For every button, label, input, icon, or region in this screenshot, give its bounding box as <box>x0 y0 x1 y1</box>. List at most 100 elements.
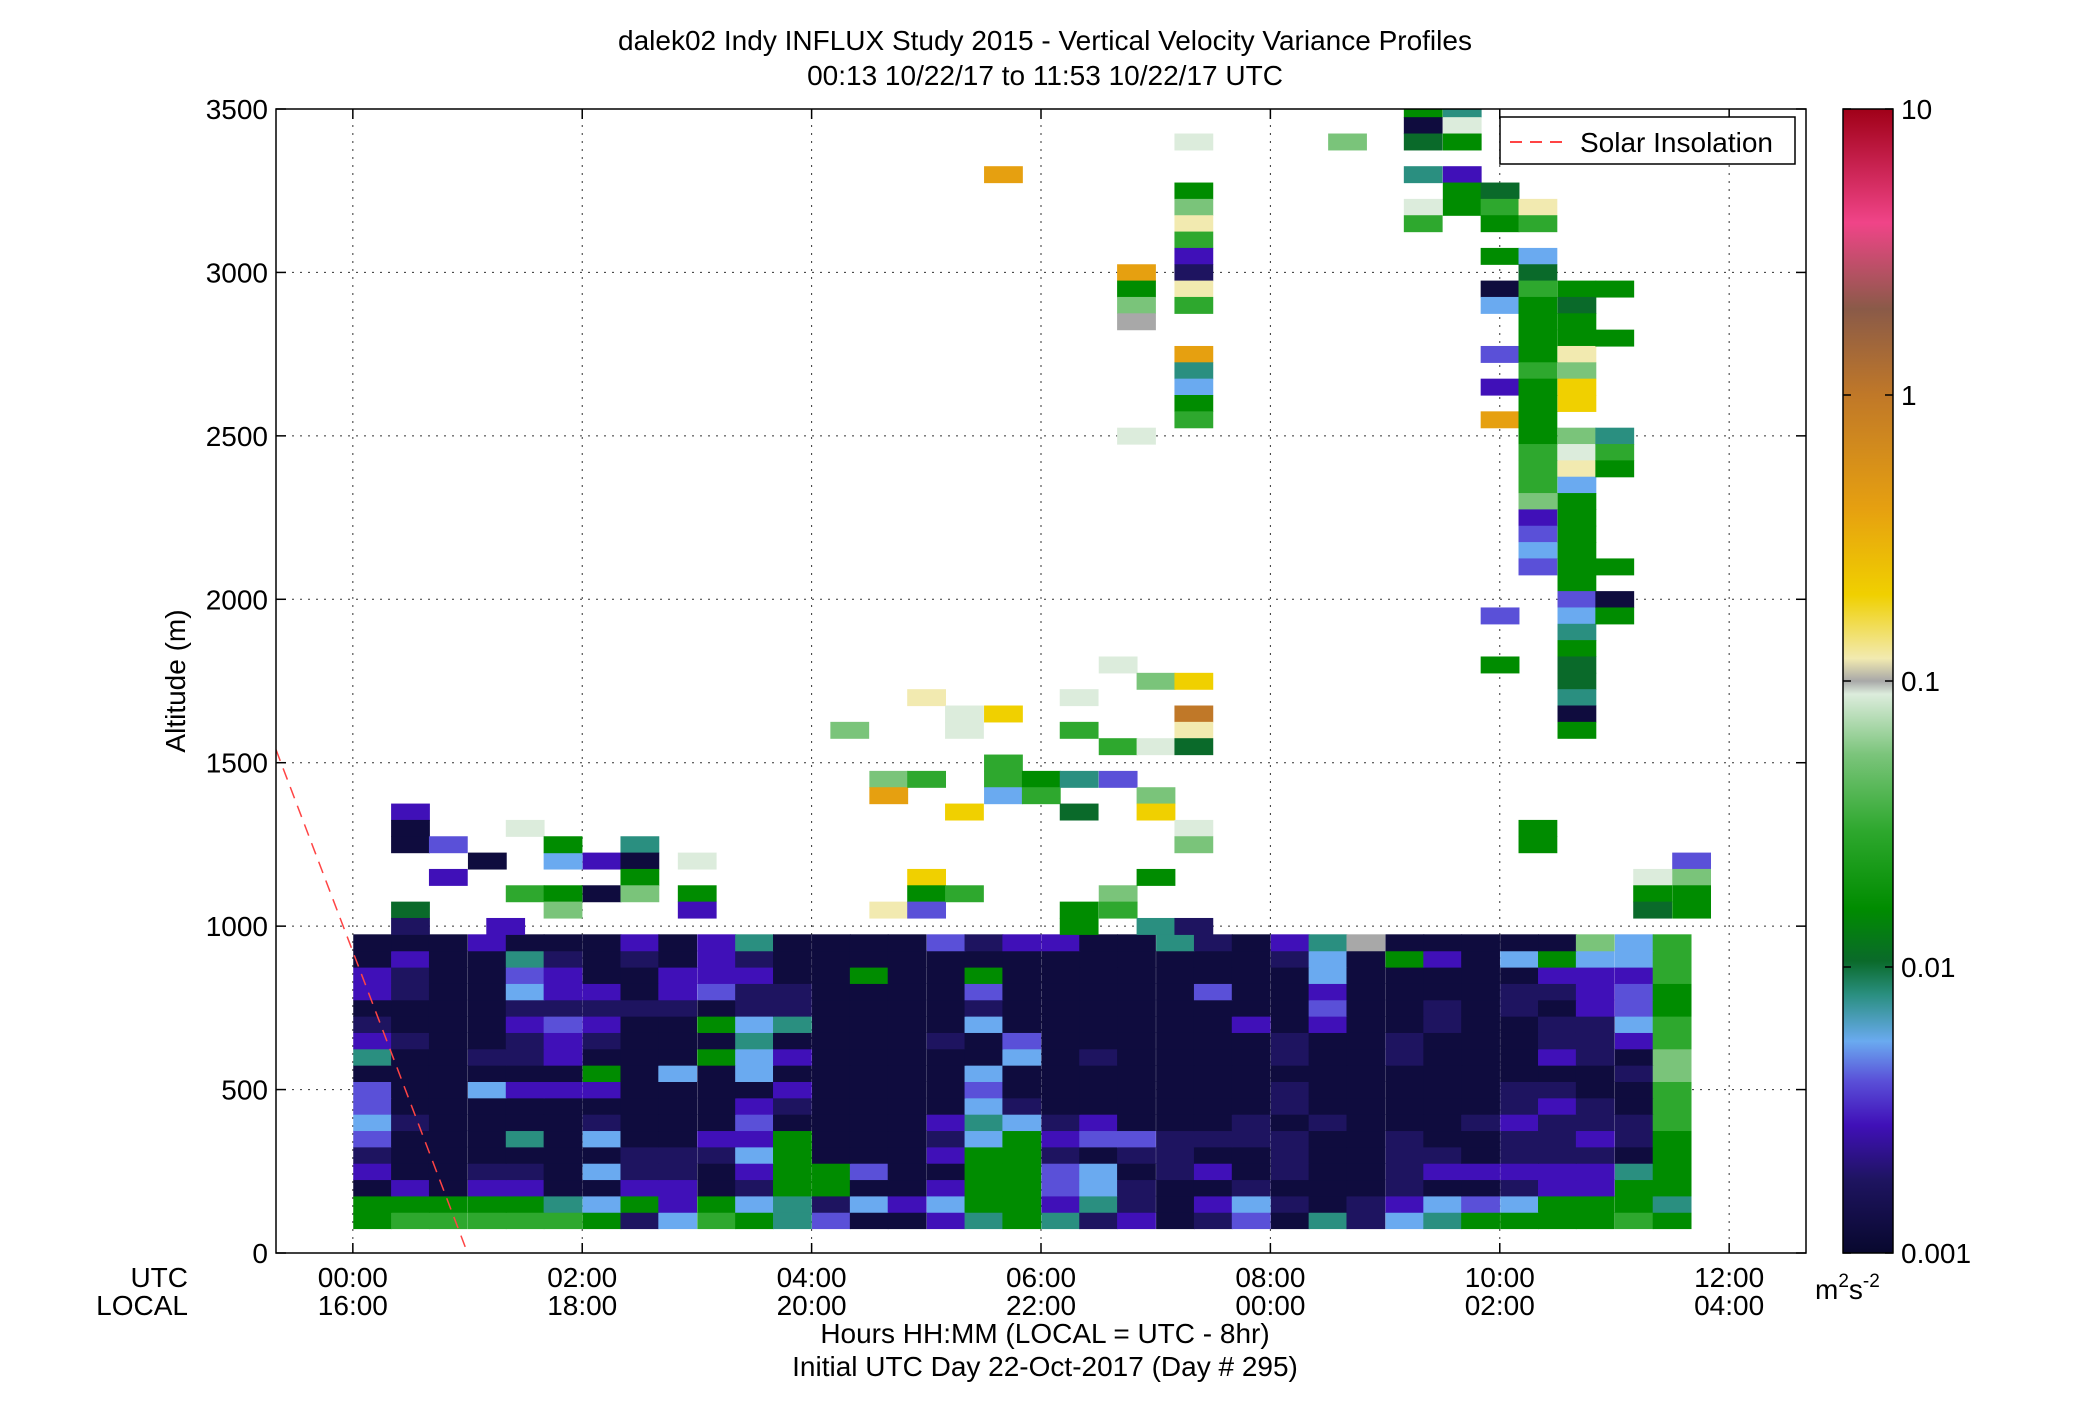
bl-cell <box>543 1032 583 1050</box>
bl-cell <box>697 983 737 1001</box>
bl-cell <box>1308 1212 1348 1230</box>
bl-cell <box>1423 967 1463 984</box>
variance-cell <box>1595 591 1635 609</box>
bl-cell <box>735 1097 774 1115</box>
bl-cell <box>1575 1179 1615 1197</box>
variance-cell <box>486 917 526 935</box>
bl-cell <box>964 1212 1004 1230</box>
bl-cell <box>467 999 507 1017</box>
variance-cell <box>1174 395 1214 412</box>
bl-cell <box>1614 1114 1654 1132</box>
bl-cell <box>773 1097 812 1115</box>
bl-cell <box>887 1048 927 1066</box>
bl-cell <box>1538 1016 1577 1033</box>
bl-cell <box>887 999 927 1017</box>
utc-row-label: UTC <box>130 1262 188 1293</box>
bl-cell <box>926 1114 966 1132</box>
variance-cell <box>1557 640 1597 658</box>
bl-cell <box>773 1130 812 1148</box>
bl-cell <box>1614 950 1654 968</box>
bl-cell <box>1002 1114 1042 1132</box>
variance-cell <box>1442 166 1482 184</box>
bl-cell <box>391 1032 430 1050</box>
bl-cell <box>926 1163 966 1181</box>
bl-cell <box>1041 1081 1081 1099</box>
x-tick-label-utc: 06:00 <box>1006 1262 1076 1293</box>
bl-cell <box>812 1048 851 1066</box>
bl-cell <box>1079 1179 1119 1197</box>
bl-cell <box>1231 1195 1271 1213</box>
bl-cell <box>658 967 698 984</box>
bl-cell <box>1652 1065 1692 1082</box>
bl-cell <box>1461 1016 1500 1033</box>
bl-cell <box>428 1081 468 1099</box>
bl-cell <box>467 934 507 952</box>
bl-cell <box>1575 983 1615 1001</box>
bl-cell <box>849 983 889 1001</box>
variance-cell <box>1557 444 1597 461</box>
bl-cell <box>887 934 927 952</box>
bl-cell <box>1652 1016 1692 1033</box>
variance-cell <box>1480 182 1520 200</box>
bl-cell <box>658 1163 698 1181</box>
bl-cell <box>1385 1048 1425 1066</box>
bl-cell <box>1423 983 1463 1001</box>
variance-cell <box>1595 607 1635 625</box>
bl-cell <box>849 1146 889 1164</box>
bl-cell <box>582 934 622 952</box>
bl-cell <box>1231 1130 1271 1148</box>
bl-cell <box>1500 1195 1539 1213</box>
bl-cell <box>620 1179 660 1197</box>
variance-cell <box>1403 166 1443 184</box>
variance-cells <box>353 109 1712 1230</box>
bl-cell <box>887 1212 927 1230</box>
bl-cell <box>1079 967 1119 984</box>
y-tick-label: 0 <box>252 1238 268 1269</box>
bl-cell <box>505 967 545 984</box>
bl-cell <box>1308 1163 1348 1181</box>
variance-cell <box>677 901 717 919</box>
bl-cell <box>391 1195 430 1213</box>
bl-cell <box>1614 1130 1654 1148</box>
variance-cell <box>467 852 507 870</box>
bl-cell <box>1500 934 1539 952</box>
bl-cell <box>1079 1032 1119 1050</box>
bl-cell <box>926 934 966 952</box>
variance-cell <box>1518 215 1558 233</box>
variance-cell <box>1518 198 1558 216</box>
bl-cell <box>658 1016 698 1033</box>
bl-cell <box>1156 1016 1195 1033</box>
bl-cell <box>1193 1163 1233 1181</box>
bl-cell <box>1270 1016 1310 1033</box>
bl-cell <box>697 1114 737 1132</box>
x-tick-label-local: 18:00 <box>547 1290 617 1321</box>
bl-cell <box>887 1130 927 1148</box>
bl-cell <box>812 934 851 952</box>
bl-cell <box>735 950 774 968</box>
bl-cell <box>1270 1212 1310 1230</box>
bl-cell <box>773 967 812 984</box>
variance-cell <box>1136 787 1176 805</box>
bl-cell <box>1538 983 1577 1001</box>
bl-cell <box>1231 1032 1271 1050</box>
bl-cell <box>697 1081 737 1099</box>
bl-cell <box>1652 950 1692 968</box>
bl-cell <box>391 983 430 1001</box>
bl-cell <box>1575 1130 1615 1148</box>
bl-cell <box>658 934 698 952</box>
bl-cell <box>1270 934 1310 952</box>
variance-cell <box>1174 836 1214 854</box>
bl-cell <box>620 1097 660 1115</box>
variance-cell <box>1518 542 1558 560</box>
bl-cell <box>1423 1179 1463 1197</box>
bl-cell <box>467 1032 507 1050</box>
bl-cell <box>353 1016 393 1033</box>
colorbar-unit-mid: s <box>1849 1274 1863 1305</box>
bl-cell <box>505 1016 545 1033</box>
bl-cell <box>735 1048 774 1066</box>
bl-cell <box>1079 999 1119 1017</box>
bl-cell <box>735 1163 774 1181</box>
bl-cell <box>926 1195 966 1213</box>
bl-cell <box>849 967 889 984</box>
bl-cell <box>582 1065 622 1082</box>
